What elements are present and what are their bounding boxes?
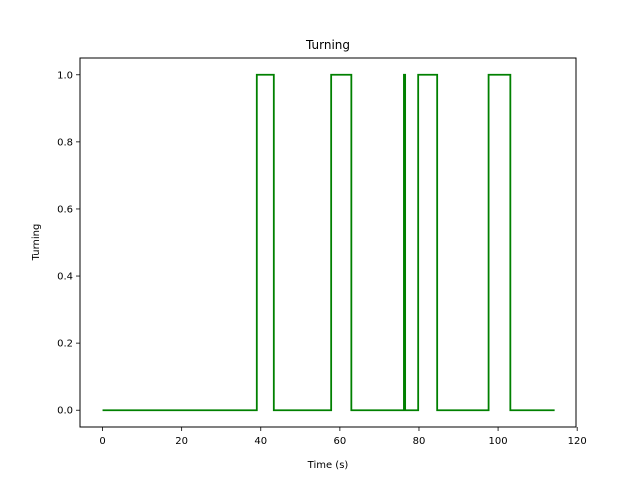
y-tick-label: 0.0 <box>57 406 73 417</box>
y-tick-label: 0.6 <box>57 204 73 215</box>
y-tick-label: 0.4 <box>57 272 73 283</box>
x-axis: 0 20 40 60 80 100 120 <box>99 427 587 447</box>
x-tick-label: 0 <box>99 436 105 447</box>
x-tick-label: 80 <box>413 436 426 447</box>
chart-title: Turning <box>305 38 350 52</box>
x-tick-label: 20 <box>175 436 188 447</box>
y-tick-label: 1.0 <box>57 70 73 81</box>
y-tick-label: 0.8 <box>57 137 73 148</box>
y-tick-label: 0.2 <box>57 339 73 350</box>
x-tick-label: 100 <box>489 436 508 447</box>
y-axis-label: Turning <box>31 224 42 262</box>
x-tick-label: 40 <box>254 436 267 447</box>
x-axis-label: Time (s) <box>307 460 349 471</box>
y-axis: 0.0 0.2 0.4 0.6 0.8 1.0 <box>57 70 80 417</box>
x-tick-label: 120 <box>568 436 587 447</box>
plot-frame <box>79 57 577 428</box>
series-line-0 <box>102 73 555 412</box>
plot-area <box>102 73 555 412</box>
x-tick-label: 60 <box>333 436 346 447</box>
